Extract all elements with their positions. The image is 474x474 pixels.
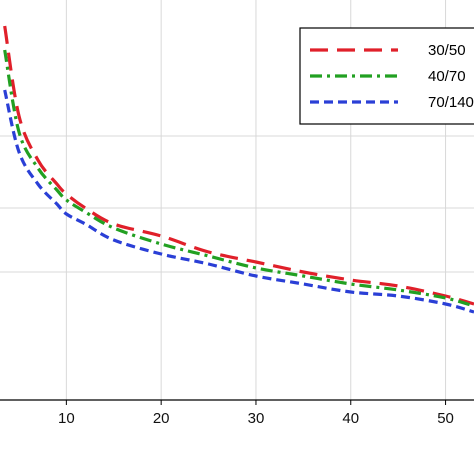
series-line-40-70 <box>3 49 474 308</box>
series-line-70-140 <box>3 89 474 314</box>
legend-label: 40/70 <box>428 68 466 85</box>
legend: 30/50 40/70 70/140 <box>299 27 474 125</box>
x-tick-label: 20 <box>153 410 170 427</box>
x-tick-label: 40 <box>342 410 359 427</box>
x-tick-label: 10 <box>58 410 75 427</box>
series-lines <box>3 25 474 314</box>
legend-label: 70/140 <box>428 94 474 111</box>
x-tick-label: 30 <box>248 410 265 427</box>
x-tick-label: 50 <box>437 410 454 427</box>
x-axis: 10 20 30 40 50 <box>0 399 474 427</box>
legend-label: 30/50 <box>428 42 466 59</box>
series-line-30-50 <box>3 25 474 306</box>
